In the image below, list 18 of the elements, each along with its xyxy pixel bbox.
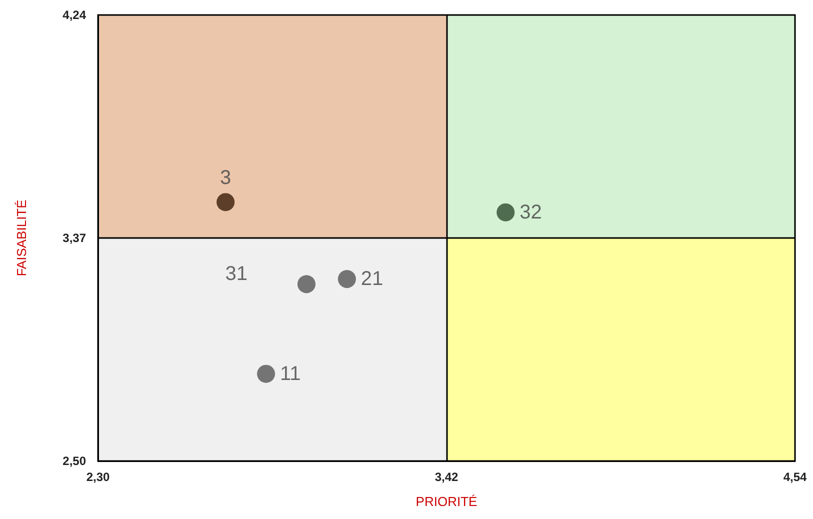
y-tick-label: 3,37 xyxy=(62,231,86,245)
x-tick-label: 4,54 xyxy=(783,470,807,484)
x-tick-label: 3,42 xyxy=(434,470,458,484)
point xyxy=(338,270,356,288)
point xyxy=(496,203,515,222)
point xyxy=(297,275,316,294)
series-label: 32 xyxy=(520,201,542,224)
x-tick-label: 2,30 xyxy=(86,470,110,484)
y-tick-label: 4,24 xyxy=(62,8,86,22)
point xyxy=(216,193,235,212)
text: 31 xyxy=(225,263,248,286)
x-axis-title: PRIORITÉ xyxy=(416,494,478,509)
series-label: 21 xyxy=(360,268,384,290)
series-label: 11 xyxy=(280,362,301,385)
point xyxy=(257,364,276,383)
series-label: 3 xyxy=(220,167,232,190)
y-axis-title: FAISABILITÉ xyxy=(14,199,29,276)
y-tick-label: 2,50 xyxy=(62,454,86,468)
